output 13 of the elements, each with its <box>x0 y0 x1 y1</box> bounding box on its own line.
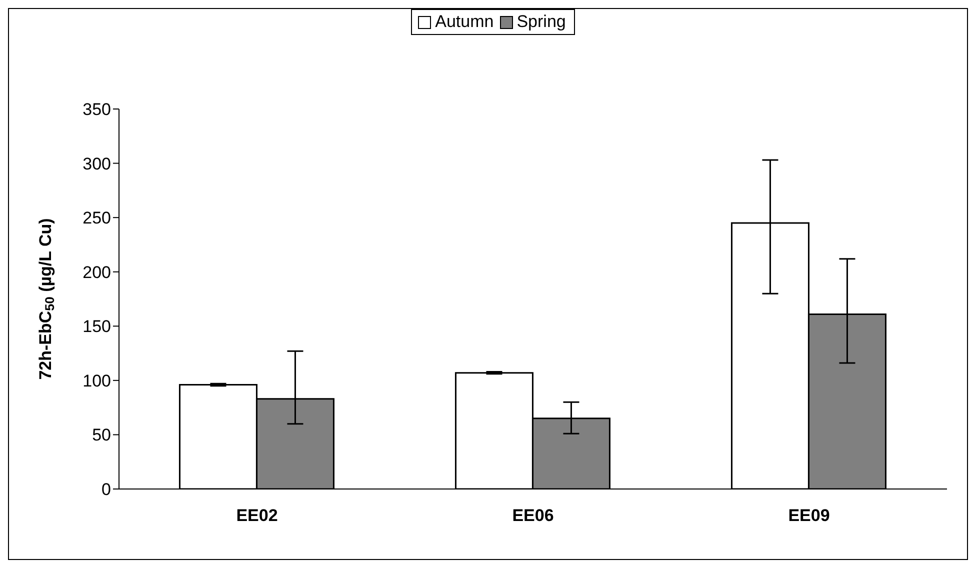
x-tick-label: EE02 <box>236 506 278 526</box>
y-tick-label: 200 <box>82 262 111 282</box>
y-tick-label: 300 <box>82 154 111 174</box>
y-tick-label: 150 <box>82 317 111 336</box>
legend-label: Spring <box>516 12 566 32</box>
y-tick-label: 250 <box>82 208 111 228</box>
y-tick-label: 100 <box>82 371 111 390</box>
y-tick-label: 350 <box>82 100 111 120</box>
x-tick-label: EE06 <box>512 506 554 526</box>
y-tick-label: 0 <box>102 480 111 500</box>
legend-label: Autumn <box>434 12 494 32</box>
y-tick-label: 50 <box>92 426 111 445</box>
x-tick-label: EE09 <box>788 506 830 526</box>
